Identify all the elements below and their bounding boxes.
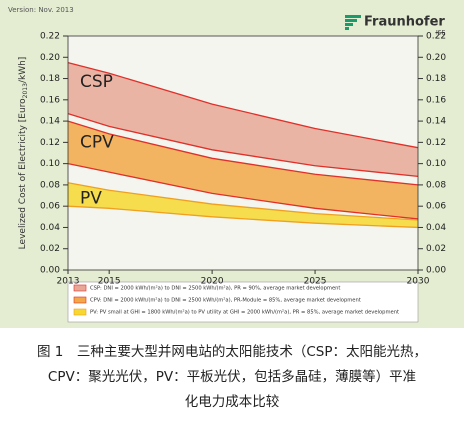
logo-name: Fraunhofer bbox=[364, 15, 445, 30]
y2-tick-label: 0.16 bbox=[426, 95, 446, 105]
legend-label: CSP: DNI = 2000 kWh/(m²a) to DNI = 2500 … bbox=[90, 286, 340, 292]
band-label: PV bbox=[80, 188, 102, 208]
y-tick-label: 0.16 bbox=[40, 95, 60, 105]
y2-tick-label: 0.00 bbox=[426, 266, 446, 276]
caption-line: 图 1 三种主要大型并网电站的太阳能技术（CSP：太阳能光热， bbox=[37, 344, 427, 360]
legend-label: CPV: DNI = 2000 kWh/(m²a) to DNI = 2500 … bbox=[90, 298, 361, 304]
band-fill bbox=[68, 62, 418, 177]
x-tick-label: 2013 bbox=[57, 277, 80, 287]
band-edge bbox=[67, 61, 419, 149]
y-tick-label: 0.08 bbox=[40, 180, 60, 190]
band-fill bbox=[68, 121, 418, 219]
y-tick-label: 0.22 bbox=[40, 32, 60, 42]
y-tick-label: 0.14 bbox=[40, 117, 60, 127]
y-tick-label: 0.20 bbox=[40, 53, 60, 63]
band-label: CPV bbox=[80, 132, 114, 152]
y2-tick-label: 0.20 bbox=[426, 53, 446, 63]
band-edge bbox=[67, 162, 419, 220]
y2-tick-label: 0.08 bbox=[426, 180, 446, 190]
y2-tick-label: 0.04 bbox=[426, 223, 446, 233]
legend-box bbox=[67, 281, 419, 323]
y-tick-label: 0.04 bbox=[40, 223, 60, 233]
y2-tick-label: 0.10 bbox=[426, 159, 446, 169]
x-tick-label: 2020 bbox=[201, 277, 224, 287]
logo-icon bbox=[345, 15, 361, 30]
caption-line: 化电力成本比较 bbox=[185, 394, 280, 410]
y-label-sub: 2013 bbox=[22, 83, 29, 98]
x-tick-label: 2030 bbox=[407, 277, 430, 287]
y-tick-label: 0.06 bbox=[40, 202, 60, 212]
y2-tick-label: 0.22 bbox=[426, 32, 446, 42]
x-tick-label: 2025 bbox=[304, 277, 327, 287]
x-tick-label: 2015 bbox=[98, 277, 121, 287]
logo-sub: ISE bbox=[436, 30, 446, 37]
y2-tick-label: 0.18 bbox=[426, 74, 446, 84]
legend-swatch bbox=[73, 308, 87, 316]
y-tick-label: 0.12 bbox=[40, 138, 60, 148]
y-label-part: /kWh] bbox=[18, 57, 28, 83]
version: Version: Nov. 2013 bbox=[8, 6, 74, 14]
y2-tick-label: 0.14 bbox=[426, 117, 446, 127]
y-tick-label: 0.02 bbox=[40, 244, 60, 254]
band-edge bbox=[67, 182, 419, 221]
y-tick-label: 0.18 bbox=[40, 74, 60, 84]
y2-tick-label: 0.06 bbox=[426, 202, 446, 212]
caption-line: CPV：聚光光伏，PV：平板光伏，包括多晶硅，薄膜等）平准 bbox=[48, 368, 416, 385]
band-label: CSP bbox=[80, 72, 113, 92]
band-edge bbox=[67, 205, 419, 229]
y-tick-label: 0.10 bbox=[40, 159, 60, 169]
legend-swatch bbox=[73, 296, 87, 304]
y2-tick-label: 0.12 bbox=[426, 138, 446, 148]
y-label-part: Levelized Cost of Electricity [Euro bbox=[18, 98, 28, 249]
y2-tick-label: 0.02 bbox=[426, 244, 446, 254]
y-tick-label: 0.00 bbox=[40, 266, 60, 276]
legend-swatch bbox=[73, 284, 87, 292]
band-fill bbox=[68, 182, 418, 228]
plot-frame bbox=[67, 35, 419, 271]
band-edge bbox=[67, 120, 419, 186]
legend-label: PV: PV small at GHI = 1800 kWh/(m²a) to … bbox=[90, 310, 399, 316]
y-axis-label: Levelized Cost of Electricity [Euro2013/… bbox=[18, 57, 29, 250]
band-edge bbox=[67, 113, 419, 178]
